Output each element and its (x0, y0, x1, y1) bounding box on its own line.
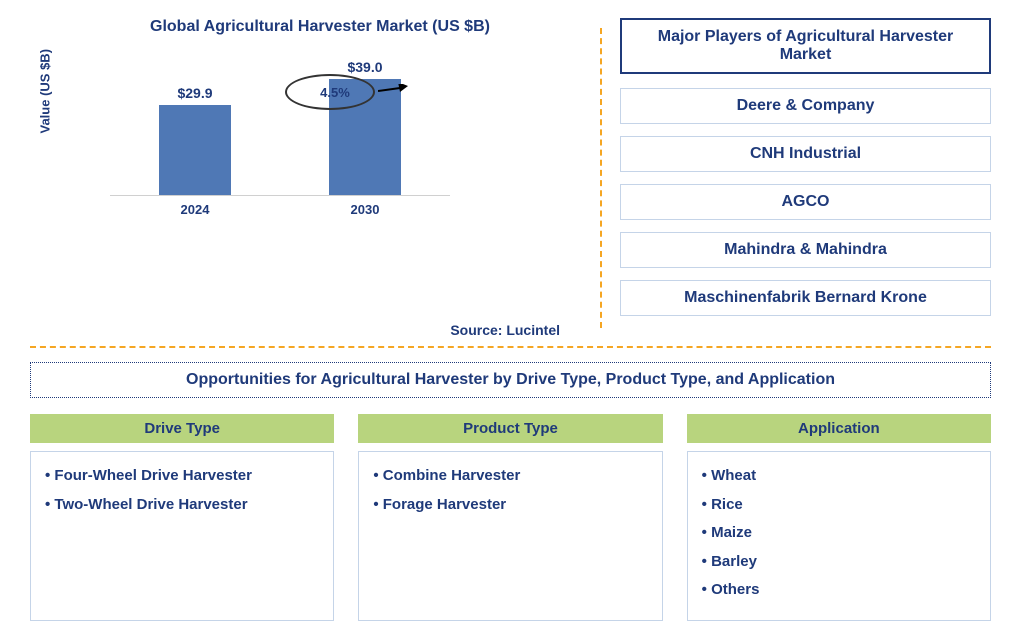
players-title: Major Players of Agricultural Harvester … (620, 18, 991, 74)
cagr-annotation: 4.5% (270, 74, 400, 110)
chart-title: Global Agricultural Harvester Market (US… (70, 18, 570, 36)
column-item: • Others (702, 576, 976, 605)
opportunities-title: Opportunities for Agricultural Harvester… (30, 362, 991, 398)
chart-xaxis: 2024 2030 (110, 202, 450, 217)
chart-panel: Global Agricultural Harvester Market (US… (30, 18, 590, 338)
bar-group: $29.9 (150, 85, 240, 195)
players-panel: Major Players of Agricultural Harvester … (590, 18, 991, 338)
xaxis-label: 2024 (150, 202, 240, 217)
opportunity-column: Drive Type • Four-Wheel Drive Harvester• … (30, 414, 334, 621)
column-item: • Two-Wheel Drive Harvester (45, 491, 319, 520)
vertical-divider (600, 28, 602, 328)
players-list: Deere & Company CNH Industrial AGCO Mahindr… (620, 88, 991, 316)
column-header: Product Type (358, 414, 662, 443)
player-item: Deere & Company (620, 88, 991, 124)
arrow-icon (378, 84, 408, 98)
infographic-container: Global Agricultural Harvester Market (US… (0, 0, 1021, 639)
player-item: Mahindra & Mahindra (620, 232, 991, 268)
column-body: • Four-Wheel Drive Harvester• Two-Wheel … (30, 451, 334, 621)
player-item: CNH Industrial (620, 136, 991, 172)
opportunities-columns: Drive Type• Four-Wheel Drive Harvester• … (30, 414, 991, 621)
bar-value-label: $39.0 (347, 59, 382, 75)
opportunity-column: Product Type • Combine Harvester• Forage … (358, 414, 662, 621)
player-item: Maschinenfabrik Bernard Krone (620, 280, 991, 316)
column-item: • Barley (702, 548, 976, 577)
column-item: • Rice (702, 491, 976, 520)
bar (159, 105, 231, 195)
column-header: Application (687, 414, 991, 443)
column-item: • Forage Harvester (373, 491, 647, 520)
opportunity-column: Application • Wheat• Rice• Maize• Barley•… (687, 414, 991, 621)
chart-source: Source: Lucintel (450, 322, 560, 338)
column-item: • Wheat (702, 462, 976, 491)
chart-ylabel: Value (US $B) (38, 49, 53, 134)
top-section: Global Agricultural Harvester Market (US… (30, 18, 991, 338)
column-body: • Combine Harvester• Forage Harvester (358, 451, 662, 621)
column-item: • Four-Wheel Drive Harvester (45, 462, 319, 491)
column-body: • Wheat• Rice• Maize• Barley• Others (687, 451, 991, 621)
chart-area: Value (US $B) $29.9 $39.0 4.5% (80, 56, 570, 236)
horizontal-divider (30, 346, 991, 348)
xaxis-label: 2030 (320, 202, 410, 217)
chart-bars: $29.9 $39.0 4.5% (110, 56, 450, 196)
column-item: • Combine Harvester (373, 462, 647, 491)
bar-value-label: $29.9 (177, 85, 212, 101)
cagr-value: 4.5% (320, 85, 350, 100)
column-item: • Maize (702, 519, 976, 548)
column-header: Drive Type (30, 414, 334, 443)
player-item: AGCO (620, 184, 991, 220)
